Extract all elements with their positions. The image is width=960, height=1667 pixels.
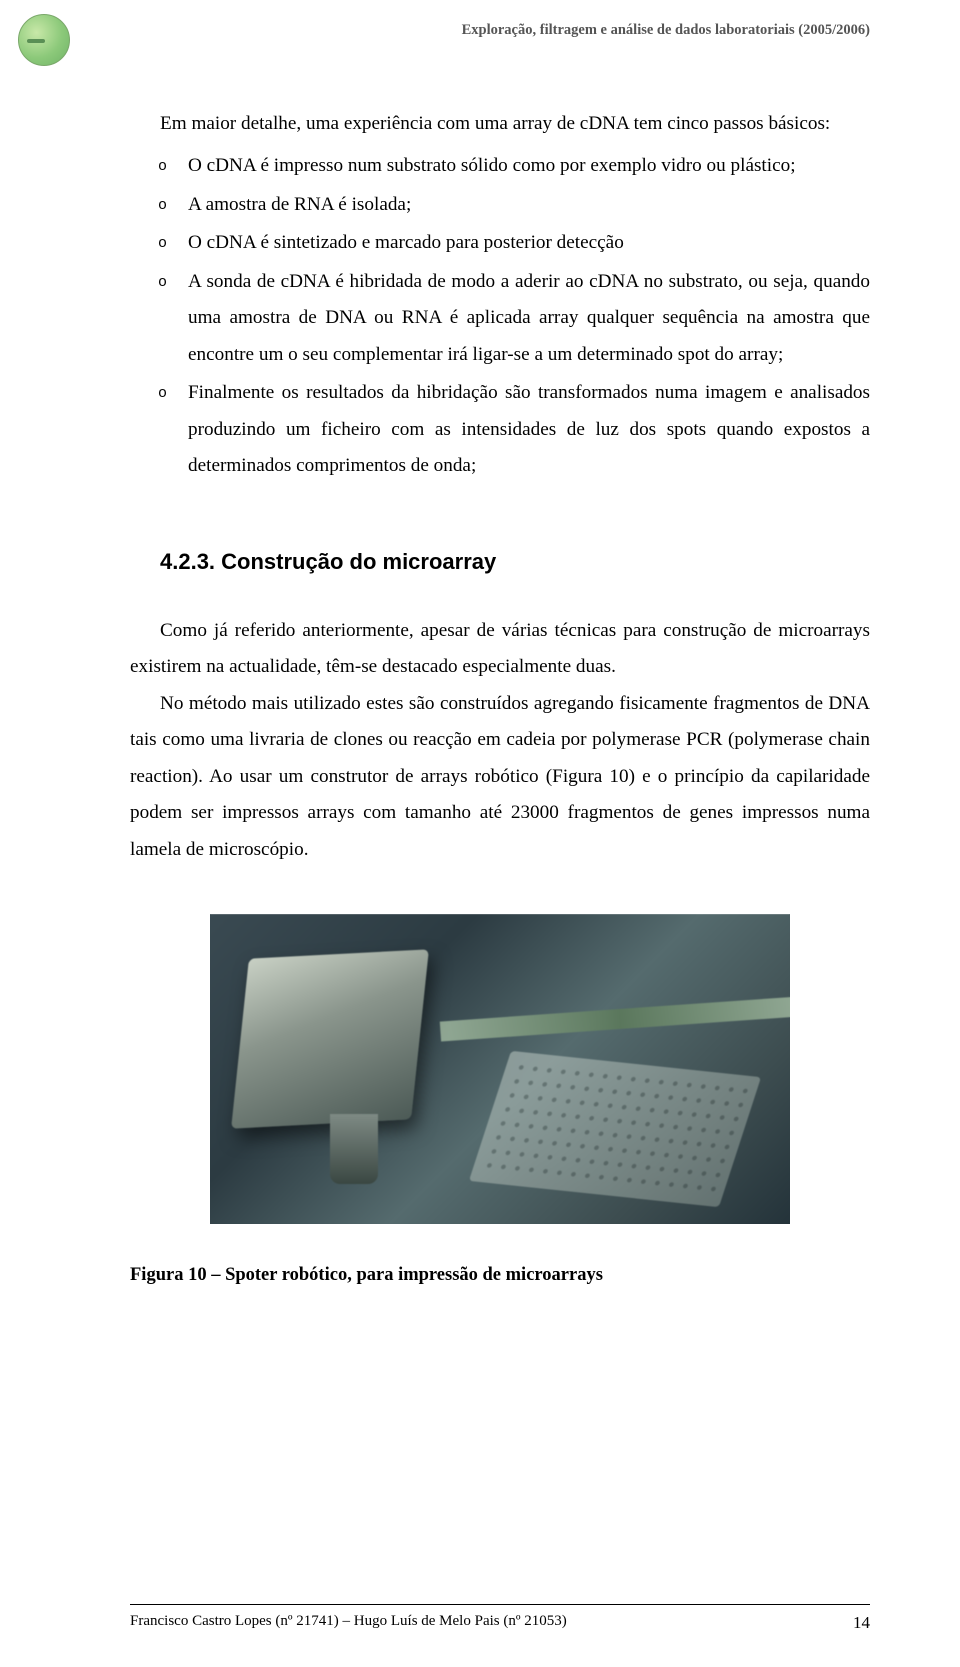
figure-container: Figura 10 – Spoter robótico, para impres… — [130, 914, 870, 1293]
body-paragraph: Como já referido anteriormente, apesar d… — [130, 613, 870, 686]
page-number: 14 — [853, 1613, 870, 1633]
page-footer: Francisco Castro Lopes (nº 21741) – Hugo… — [130, 1613, 870, 1633]
section-title: Construção do microarray — [221, 549, 496, 574]
list-item: O cDNA é impresso num substrato sólido c… — [188, 148, 870, 184]
intro-paragraph: Em maior detalhe, uma experiência com um… — [130, 106, 870, 142]
steps-list: O cDNA é impresso num substrato sólido c… — [130, 148, 870, 484]
figure-image — [210, 914, 790, 1224]
section-heading: 4.2.3. Construção do microarray — [130, 541, 870, 583]
footer-authors: Francisco Castro Lopes (nº 21741) – Hugo… — [130, 1613, 567, 1633]
list-item: Finalmente os resultados da hibridação s… — [188, 375, 870, 484]
logo-badge — [18, 14, 70, 66]
main-content: Em maior detalhe, uma experiência com um… — [130, 106, 870, 1293]
section-number: 4.2.3. — [160, 549, 215, 574]
body-paragraph: No método mais utilizado estes são const… — [130, 686, 870, 868]
list-item: O cDNA é sintetizado e marcado para post… — [188, 225, 870, 261]
page-header: Exploração, filtragem e análise de dados… — [462, 22, 870, 39]
footer-divider — [130, 1604, 870, 1605]
figure-caption: Figura 10 – Spoter robótico, para impres… — [130, 1258, 870, 1293]
list-item: A amostra de RNA é isolada; — [188, 187, 870, 223]
list-item: A sonda de cDNA é hibridada de modo a ad… — [188, 264, 870, 373]
